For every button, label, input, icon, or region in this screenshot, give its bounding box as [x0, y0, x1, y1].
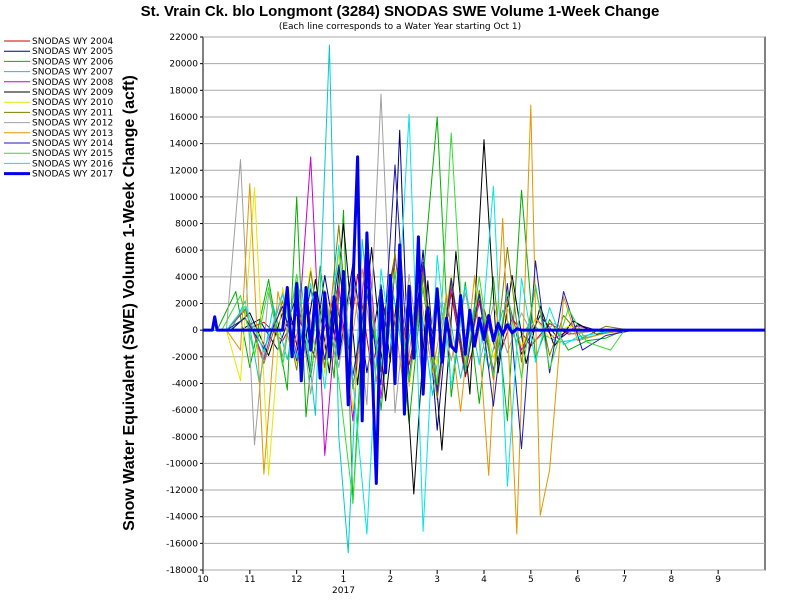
y-tick-label: 22000	[169, 33, 198, 43]
legend-label: SNODAS WY 2007	[32, 68, 113, 78]
legend-label: SNODAS WY 2017	[32, 170, 113, 180]
series-line-1	[203, 129, 765, 431]
x-tick-label: 4	[481, 575, 487, 585]
legend-entry: SNODAS WY 2006	[4, 57, 113, 67]
legend-entry: SNODAS WY 2009	[4, 88, 113, 98]
x-tick-label: 1	[341, 575, 347, 585]
series-line-13	[203, 155, 765, 485]
y-tick-label: -6000	[172, 406, 198, 416]
y-tick-label: 20000	[169, 60, 198, 70]
legend-label: SNODAS WY 2005	[32, 47, 113, 57]
y-tick-label: 10000	[169, 193, 198, 203]
legend-entry: SNODAS WY 2004	[4, 37, 113, 47]
y-tick-label: -18000	[166, 566, 198, 576]
y-tick-label: -4000	[172, 379, 198, 389]
x-tick-label: 7	[622, 575, 628, 585]
legend-label: SNODAS WY 2004	[32, 37, 113, 47]
legend-entry: SNODAS WY 2016	[4, 159, 113, 169]
y-tick-label: 4000	[175, 273, 198, 283]
x-tick-label: 10	[197, 575, 209, 585]
y-tick-label: 0	[192, 326, 198, 336]
y-tick-label: -12000	[166, 486, 198, 496]
y-axis-ticks: -18000 -16000 -14000 -12000 -10000 -8000 -6000…	[166, 33, 203, 576]
legend-label: SNODAS WY 2012	[32, 119, 113, 129]
legend-entry: SNODAS WY 2014	[4, 139, 113, 149]
legend-label: SNODAS WY 2013	[32, 129, 113, 139]
y-tick-label: -14000	[166, 513, 198, 523]
y-tick-label: 16000	[169, 113, 198, 123]
y-tick-label: 8000	[175, 220, 198, 230]
legend-entry: SNODAS WY 2017	[4, 170, 113, 180]
x-tick-label: 9	[715, 575, 721, 585]
y-tick-label: 6000	[175, 246, 198, 256]
legend-label: SNODAS WY 2008	[32, 78, 113, 88]
y-axis-title: Snow Water Equivalent (SWE) Volume 1-Wee…	[121, 75, 138, 531]
chart-title: St. Vrain Ck. blo Longmont (3284) SNODAS…	[141, 3, 660, 20]
y-tick-label: -2000	[172, 353, 198, 363]
legend-label: SNODAS WY 2015	[32, 149, 113, 159]
x-tick-label: 12	[291, 575, 302, 585]
series-lines	[203, 44, 765, 554]
legend-entry: SNODAS WY 2008	[4, 78, 113, 88]
y-tick-label: -8000	[172, 433, 198, 443]
y-tick-label: 2000	[175, 300, 198, 310]
y-tick-label: -16000	[166, 539, 198, 549]
legend-label: SNODAS WY 2006	[32, 57, 113, 67]
chart-subtitle: (Each line corresponds to a Water Year s…	[279, 22, 521, 32]
legend-label: SNODAS WY 2009	[32, 88, 113, 98]
legend-label: SNODAS WY 2010	[32, 98, 113, 108]
x-tick-label: 6	[575, 575, 581, 585]
legend-entry: SNODAS WY 2015	[4, 149, 113, 159]
legend-entry: SNODAS WY 2010	[4, 98, 113, 108]
year-label: 2017	[332, 586, 355, 596]
x-tick-label: 8	[668, 575, 674, 585]
y-tick-label: 12000	[169, 166, 198, 176]
x-tick-label: 5	[528, 575, 534, 585]
y-tick-label: 14000	[169, 140, 198, 150]
series-line-11	[203, 132, 765, 503]
legend-entry: SNODAS WY 2011	[4, 108, 113, 118]
x-tick-label: 2	[387, 575, 393, 585]
legend-entry: SNODAS WY 2005	[4, 47, 113, 57]
legend-entry: SNODAS WY 2013	[4, 129, 113, 139]
legend-entry: SNODAS WY 2012	[4, 119, 113, 129]
x-tick-label: 11	[244, 575, 255, 585]
x-tick-label: 3	[434, 575, 440, 585]
y-tick-label: -10000	[166, 459, 198, 469]
x-axis-ticks: 10 11 12 1 2 3 4 5 6 7 8 9	[197, 570, 721, 585]
legend-entry: SNODAS WY 2007	[4, 68, 113, 78]
series-line-2	[203, 116, 765, 504]
legend-label: SNODAS WY 2011	[32, 108, 113, 118]
y-tick-label: 18000	[169, 86, 198, 96]
legend-label: SNODAS WY 2016	[32, 159, 113, 169]
legend-label: SNODAS WY 2014	[32, 139, 113, 149]
series-line-12	[203, 113, 765, 535]
